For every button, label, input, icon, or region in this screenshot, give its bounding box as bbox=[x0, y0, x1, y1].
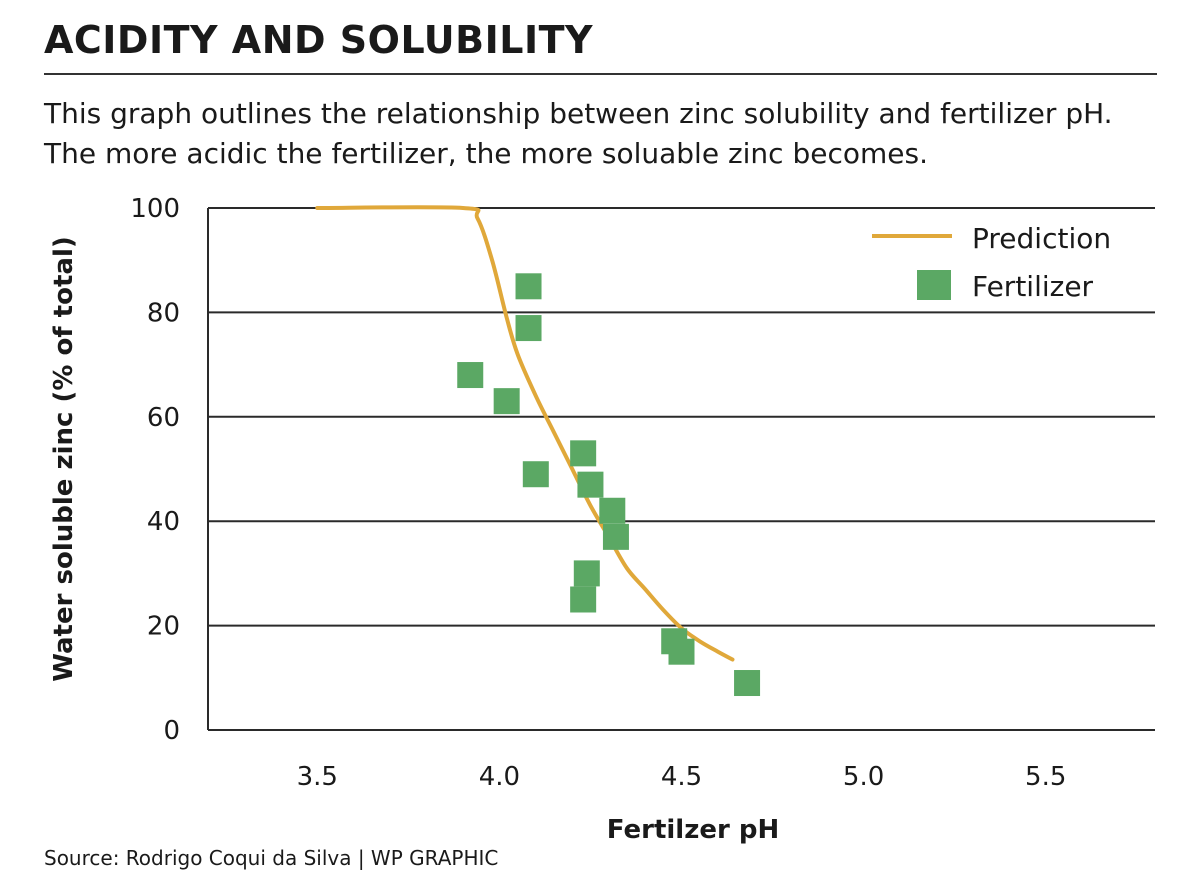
y-tick-label: 20 bbox=[147, 612, 180, 642]
source-credit: Source: Rodrigo Coqui da Silva | WP GRAP… bbox=[44, 846, 499, 870]
y-tick-label: 40 bbox=[147, 507, 180, 537]
y-tick-label: 80 bbox=[147, 298, 180, 328]
fertilizer-point bbox=[457, 362, 484, 389]
title-divider bbox=[44, 73, 1157, 75]
fertilizer-point bbox=[515, 273, 542, 300]
legend-fertilizer-swatch bbox=[917, 270, 951, 300]
chart-title: ACIDITY AND SOLUBILITY bbox=[44, 18, 594, 62]
legend-prediction-label: Prediction bbox=[972, 222, 1111, 255]
x-tick-label: 5.5 bbox=[1025, 762, 1066, 792]
y-axis-label: Water soluble zinc (% of total) bbox=[49, 236, 79, 682]
fertilizer-point bbox=[522, 461, 549, 488]
fertilizer-point bbox=[668, 638, 695, 665]
plot-series bbox=[315, 205, 761, 697]
fertilizer-point bbox=[734, 670, 761, 697]
x-tick-label: 4.0 bbox=[479, 762, 520, 792]
fertilizer-point bbox=[570, 440, 597, 467]
y-tick-label: 100 bbox=[130, 194, 180, 224]
x-tick-label: 5.0 bbox=[843, 762, 884, 792]
grid-lines bbox=[208, 207, 1155, 731]
fertilizer-point bbox=[515, 315, 542, 342]
y-tick-labels: 0 20 40 60 80 100 bbox=[130, 194, 180, 746]
fertilizer-point bbox=[599, 497, 626, 524]
chart-subtitle: This graph outlines the relationship bet… bbox=[44, 97, 1113, 170]
fertilizer-point bbox=[493, 388, 520, 415]
fertilizer-point bbox=[577, 471, 604, 498]
y-tick-label: 60 bbox=[147, 403, 180, 433]
x-tick-label: 3.5 bbox=[297, 762, 338, 792]
legend-fertilizer-label: Fertilizer bbox=[972, 270, 1094, 303]
x-tick-labels: 3.5 4.0 4.5 5.0 5.5 bbox=[297, 762, 1067, 792]
y-tick-label: 0 bbox=[163, 716, 180, 746]
fertilizer-point bbox=[570, 586, 597, 613]
fertilizer-point bbox=[602, 523, 629, 550]
legend: Prediction Fertilizer bbox=[872, 222, 1111, 303]
fertilizer-point bbox=[573, 560, 600, 587]
x-tick-label: 4.5 bbox=[661, 762, 702, 792]
x-axis-label: Fertilzer pH bbox=[607, 815, 779, 845]
prediction-line bbox=[315, 205, 735, 662]
